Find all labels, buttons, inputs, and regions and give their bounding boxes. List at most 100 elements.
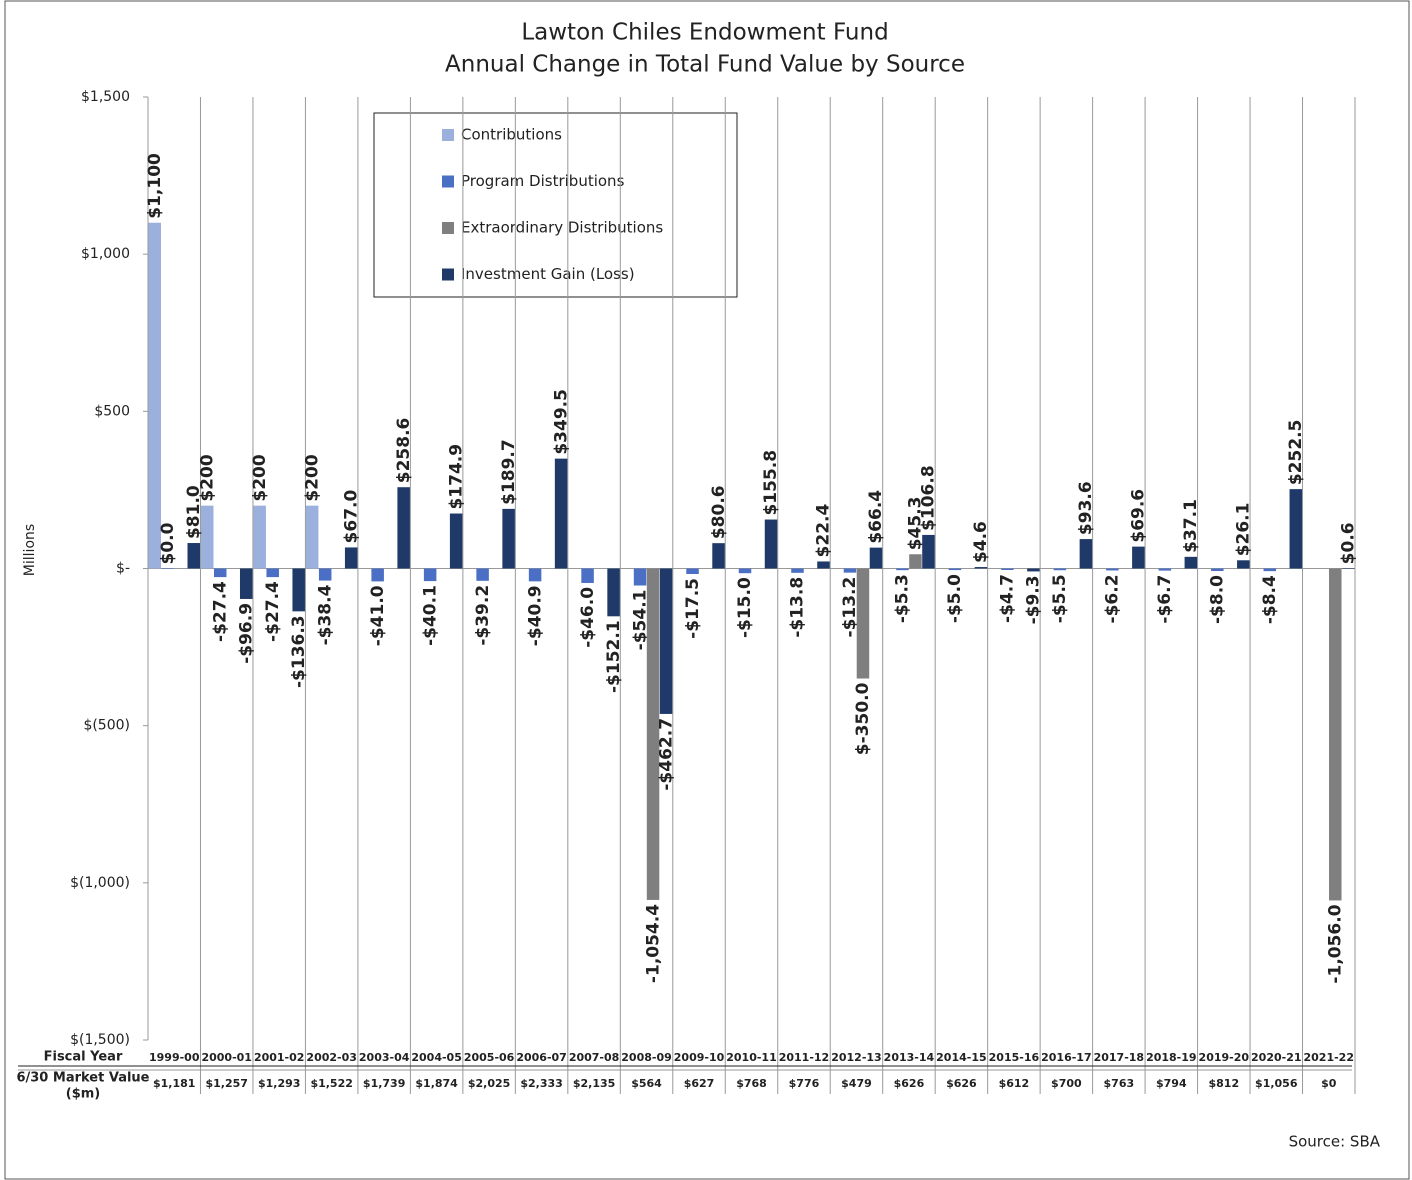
bar	[423, 568, 437, 582]
x-tick-label: 2015-16	[989, 1051, 1040, 1064]
value-label: -$40.1	[420, 585, 440, 646]
value-label: $258.6	[394, 418, 414, 484]
bar	[528, 568, 542, 582]
legend-label: Investment Gain (Loss)	[461, 265, 635, 283]
bar	[856, 568, 870, 679]
x-tick-label: 2021-22	[1304, 1051, 1355, 1064]
value-label: -$41.0	[368, 585, 388, 646]
bar	[1237, 560, 1250, 569]
bar	[1184, 556, 1198, 569]
legend-label: Extraordinary Distributions	[461, 219, 663, 237]
value-label: -$96.9	[236, 603, 256, 664]
y-tick-label: $500	[94, 403, 130, 419]
value-label: $67.0	[341, 489, 361, 543]
y-tick-label: $(1,000)	[70, 875, 130, 891]
x-tick-label: 2008-09	[621, 1051, 672, 1064]
bar	[607, 568, 620, 617]
bar	[344, 547, 358, 569]
x-tick-label: 1999-00	[149, 1051, 200, 1064]
market-value: $627	[684, 1077, 715, 1090]
value-label: $80.6	[709, 485, 729, 539]
bar	[161, 568, 174, 569]
value-label: -$15.0	[735, 577, 755, 638]
bar	[502, 508, 515, 569]
value-label: -$152.1	[604, 620, 624, 693]
bar	[200, 505, 214, 569]
market-value: $2,135	[573, 1077, 615, 1090]
value-label: $22.4	[814, 504, 834, 558]
bar	[1158, 568, 1172, 571]
x-tick-label: 2009-10	[674, 1051, 725, 1064]
bar	[633, 568, 647, 586]
value-label: $252.5	[1286, 420, 1306, 486]
x-tick-label: 2006-07	[516, 1051, 567, 1064]
value-label: $26.1	[1234, 503, 1254, 557]
value-label: -$5.3	[893, 574, 913, 623]
bar	[1211, 568, 1224, 572]
x-tick-label: 2014-15	[936, 1051, 987, 1064]
legend: Contributions Program Distributions Extrao…	[373, 112, 738, 298]
value-label: -$462.7	[656, 718, 676, 791]
market-value: $2,333	[520, 1077, 562, 1090]
market-value: $1,293	[258, 1077, 300, 1090]
bar	[397, 487, 410, 569]
value-label: -$40.9	[525, 585, 545, 646]
y-tick-label: $-	[116, 561, 130, 577]
value-label: -1,054.4	[643, 904, 663, 983]
y-tick-label: $(1,500)	[70, 1032, 130, 1048]
value-label: $93.6	[1076, 481, 1096, 535]
bar	[948, 568, 962, 571]
legend-swatch	[442, 222, 454, 234]
market-value: $1,874	[415, 1077, 458, 1090]
market-value: $794	[1156, 1077, 1187, 1090]
x-tick-label: 2004-05	[411, 1051, 462, 1064]
value-label: $69.6	[1129, 489, 1149, 543]
value-label: -$13.2	[840, 577, 860, 638]
value-label: $4.6	[971, 521, 991, 563]
bar	[974, 567, 988, 569]
x-tick-label: 2005-06	[464, 1051, 515, 1064]
value-label: $1,100	[145, 153, 165, 219]
value-label: -$13.8	[788, 577, 808, 638]
y-tick-label: $1,000	[81, 246, 130, 262]
table-header: ($m)	[66, 1087, 100, 1102]
bar	[148, 222, 161, 569]
bar	[1342, 568, 1355, 569]
x-tick-label: 2019-20	[1199, 1051, 1250, 1064]
value-label: $37.1	[1181, 499, 1201, 553]
bar	[1027, 568, 1040, 572]
bar	[646, 568, 660, 900]
value-label: -$46.0	[578, 587, 598, 648]
x-tick-label: 2018-19	[1146, 1051, 1197, 1064]
x-tick-label: 2016-17	[1041, 1051, 1092, 1064]
bar	[449, 513, 463, 569]
bar	[764, 519, 778, 569]
value-label: $106.8	[919, 465, 939, 531]
bar	[1329, 568, 1342, 901]
value-label: $349.5	[551, 389, 571, 455]
legend-swatch	[442, 129, 454, 141]
value-label: $45.3	[906, 496, 926, 550]
x-tick-label: 2010-11	[726, 1051, 777, 1064]
value-label: $81.0	[184, 485, 204, 539]
market-value: $612	[999, 1077, 1030, 1090]
bar	[371, 568, 384, 582]
table-header: 6/30 Market Value	[16, 1071, 149, 1086]
value-label: -$6.2	[1103, 574, 1123, 623]
bar	[791, 568, 804, 573]
value-label: -1,056.0	[1326, 904, 1346, 983]
bar	[476, 568, 489, 581]
value-label: -$9.3	[1024, 575, 1044, 624]
x-tick-label: 2011-12	[779, 1051, 830, 1064]
market-value: $626	[894, 1077, 925, 1090]
value-label: $155.8	[761, 450, 781, 516]
market-value: $1,181	[153, 1077, 195, 1090]
table-header: Fiscal Year	[44, 1050, 123, 1065]
x-tick-label: 2003-04	[359, 1051, 410, 1064]
bar	[305, 505, 319, 569]
y-tick-label: $1,500	[81, 89, 130, 105]
value-label: -$6.7	[1155, 575, 1175, 624]
x-tick-label: 2007-08	[569, 1051, 620, 1064]
market-value: $776	[789, 1077, 820, 1090]
bar	[1289, 489, 1303, 569]
